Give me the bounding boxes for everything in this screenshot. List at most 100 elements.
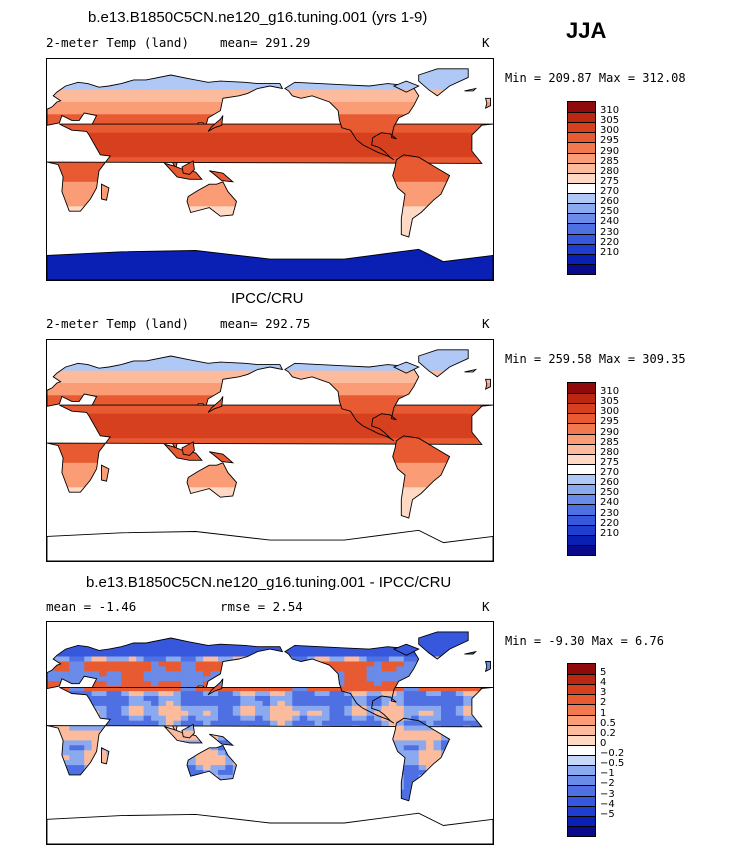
colorbar-tick-label: −1 bbox=[600, 769, 615, 779]
colorbar-tick-label: 270 bbox=[600, 187, 619, 197]
panel-1-variable: 2-meter Temp (land) bbox=[46, 35, 189, 50]
colorbar-tick-label: 230 bbox=[600, 508, 619, 519]
panel-2-variable: 2-meter Temp (land) bbox=[46, 316, 189, 331]
panel-1-minmax: Min = 209.87 Max = 312.08 bbox=[505, 71, 686, 85]
colorbar-swatch bbox=[568, 474, 595, 485]
panel-2-colorbar-labels: 310 305 300 295 290 285 280 275 270 260 250 240 230 2… bbox=[600, 382, 640, 554]
colorbar-swatch bbox=[568, 825, 595, 836]
colorbar-swatch bbox=[568, 443, 595, 454]
colorbar-tick-label: 210 bbox=[600, 528, 619, 539]
colorbar-swatch bbox=[568, 674, 595, 685]
panel-1-mean: mean= 291.29 bbox=[220, 35, 310, 50]
colorbar-tick-label: 260 bbox=[600, 197, 619, 207]
colorbar-tick-label: −0.2 bbox=[600, 749, 624, 759]
colorbar-swatch bbox=[568, 704, 595, 715]
colorbar-tick-label: 305 bbox=[600, 397, 619, 407]
colorbar-tick-label: 280 bbox=[600, 166, 619, 177]
coastline-japan bbox=[207, 115, 224, 132]
coastline-madagascar bbox=[101, 464, 110, 482]
coastline-iceland bbox=[464, 650, 478, 655]
coastline-indonesia bbox=[163, 725, 203, 744]
colorbar-swatch bbox=[568, 112, 595, 123]
colorbar-swatch bbox=[568, 755, 595, 766]
coastline-australia bbox=[186, 462, 237, 498]
coastline-australia bbox=[186, 181, 237, 217]
coastline-antarctica bbox=[47, 248, 493, 280]
coastline-africa bbox=[47, 686, 493, 776]
panel-1-map bbox=[46, 58, 494, 281]
colorbar-swatch bbox=[568, 403, 595, 414]
colorbar-tick-label: −5 bbox=[600, 809, 615, 820]
colorbar-swatch bbox=[568, 243, 595, 254]
colorbar-swatch bbox=[568, 524, 595, 535]
panel-2-minmax: Min = 259.58 Max = 309.35 bbox=[505, 352, 686, 366]
colorbar-swatch bbox=[568, 233, 595, 244]
colorbar-swatch bbox=[568, 664, 595, 675]
colorbar-tick-label: 0 bbox=[600, 738, 606, 749]
colorbar-swatch bbox=[568, 694, 595, 705]
colorbar-swatch bbox=[568, 504, 595, 515]
panel-2-unit: K bbox=[482, 316, 490, 331]
colorbar-tick-label: 240 bbox=[600, 217, 619, 227]
coastline-iceland bbox=[464, 87, 478, 92]
coastline-iceland bbox=[464, 368, 478, 373]
panel-3-title: b.e13.B1850C5CN.ne120_g16.tuning.001 - I… bbox=[86, 574, 451, 591]
colorbar-tick-label: −4 bbox=[600, 799, 615, 810]
colorbar-tick-label: 210 bbox=[600, 247, 619, 258]
panel-2-colorbar bbox=[567, 382, 596, 556]
colorbar-swatch bbox=[568, 172, 595, 183]
coastline-borneo bbox=[181, 723, 195, 739]
panel-2-title: IPCC/CRU bbox=[231, 290, 304, 307]
coastline-guinea bbox=[209, 733, 235, 746]
colorbar-swatch bbox=[568, 815, 595, 826]
colorbar-swatch bbox=[568, 102, 595, 113]
colorbar-swatch bbox=[568, 182, 595, 194]
colorbar-tick-label: 290 bbox=[600, 427, 619, 438]
coastline-antarctica bbox=[47, 529, 493, 561]
colorbar-swatch bbox=[568, 383, 595, 394]
colorbar-tick-label: 285 bbox=[600, 437, 619, 448]
coastline-madagascar bbox=[101, 183, 110, 201]
colorbar-tick-label: 250 bbox=[600, 207, 619, 217]
colorbar-tick-label: −0.5 bbox=[600, 759, 624, 769]
colorbar-swatch bbox=[568, 724, 595, 735]
colorbar-tick-label: 1 bbox=[600, 708, 606, 719]
coastline-greenland bbox=[418, 631, 469, 660]
colorbar-swatch bbox=[568, 193, 595, 204]
land-guinea bbox=[209, 170, 233, 182]
panel-2-map bbox=[46, 339, 494, 562]
colorbar-tick-label: 5 bbox=[600, 668, 606, 678]
panel-1-map-svg bbox=[47, 68, 493, 280]
colorbar-tick-label: 250 bbox=[600, 488, 619, 498]
colorbar-swatch bbox=[568, 795, 595, 806]
colorbar-tick-label: 275 bbox=[600, 176, 619, 187]
coastline-baffin bbox=[392, 80, 420, 93]
coastline-southamerica bbox=[392, 717, 451, 802]
colorbar-tick-label: 230 bbox=[600, 227, 619, 238]
coastline-baffin bbox=[392, 643, 420, 656]
panel-3-unit: K bbox=[482, 599, 490, 614]
colorbar-swatch bbox=[568, 765, 595, 776]
coastline-indonesia bbox=[163, 162, 203, 180]
colorbar-tick-label: 310 bbox=[600, 387, 619, 397]
panel-3-map bbox=[46, 621, 494, 845]
colorbar-tick-label: 2 bbox=[600, 698, 606, 708]
colorbar-swatch bbox=[568, 263, 595, 274]
colorbar-tick-label: 290 bbox=[600, 146, 619, 157]
panel-3-map-svg bbox=[47, 631, 493, 844]
colorbar-swatch bbox=[568, 453, 595, 464]
colorbar-swatch bbox=[568, 684, 595, 695]
coastline-borneo bbox=[181, 160, 195, 175]
land-uk bbox=[485, 98, 491, 109]
panel-3-rmse: rmse = 2.54 bbox=[220, 599, 303, 614]
colorbar-swatch bbox=[568, 203, 595, 214]
colorbar-tick-label: 275 bbox=[600, 457, 619, 468]
colorbar-tick-label: −3 bbox=[600, 789, 615, 800]
coastline-indonesia bbox=[163, 443, 203, 461]
coastline-southamerica bbox=[392, 435, 451, 519]
colorbar-swatch bbox=[568, 132, 595, 143]
colorbar-tick-label: 300 bbox=[600, 126, 619, 136]
panel-3-colorbar bbox=[567, 663, 596, 837]
land-baffin bbox=[393, 362, 419, 374]
colorbar-swatch bbox=[568, 744, 595, 756]
